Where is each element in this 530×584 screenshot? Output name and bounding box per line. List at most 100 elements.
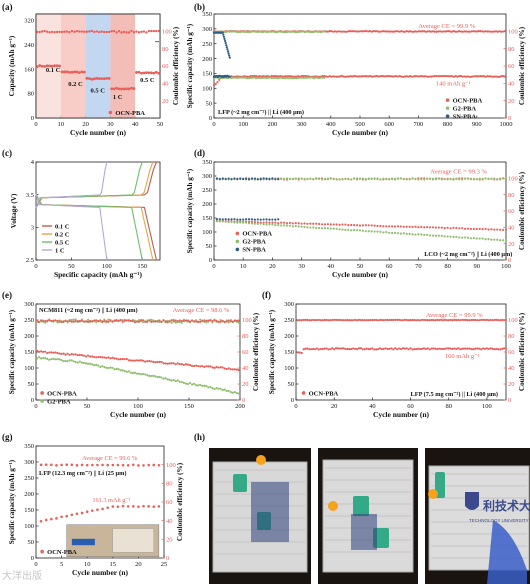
ce-point: [504, 177, 508, 180]
data-point: [184, 382, 188, 385]
ce-point: [223, 30, 226, 34]
data-point: [307, 76, 310, 79]
ce-point: [125, 31, 128, 34]
data-point: [275, 77, 279, 80]
ce-point: [150, 320, 153, 323]
ce-point: [85, 463, 89, 467]
x-tick-label: 30: [298, 263, 305, 270]
data-point: [330, 75, 333, 78]
data-point: [375, 74, 379, 78]
data-point: [211, 366, 214, 369]
legend-label: OCN-PBA: [309, 390, 339, 397]
ce-point: [428, 30, 431, 33]
data-point: [95, 356, 98, 359]
data-point: [446, 235, 449, 238]
data-point: [393, 225, 397, 228]
data-point: [35, 357, 39, 360]
chart-g: 0 5 10 15 20 25050100150200250300350020406080…: [8, 443, 184, 577]
ce-point: [336, 318, 340, 322]
y2-tick-label: 0: [508, 397, 511, 404]
data-point: [256, 221, 259, 224]
data-point: [112, 87, 116, 91]
data-point: [452, 235, 455, 239]
ce-point: [219, 320, 222, 323]
data-point: [440, 234, 443, 237]
ce-point: [232, 30, 235, 33]
data-point: [402, 75, 405, 78]
ce-point: [380, 318, 384, 322]
data-point: [326, 75, 329, 78]
data-point: [333, 348, 336, 351]
data-point: [472, 236, 475, 240]
y-tick-label: 250: [202, 41, 212, 48]
data-point: [350, 347, 353, 351]
ce-point: [353, 177, 356, 180]
data-point: [326, 223, 329, 226]
ce-point: [347, 30, 350, 33]
data-point: [384, 347, 387, 350]
data-point: [458, 74, 461, 78]
data-point: [215, 218, 219, 221]
x-tick-label: 20: [269, 263, 276, 270]
data-point: [391, 231, 394, 235]
data-point: [436, 347, 439, 351]
data-point: [256, 218, 259, 221]
data-point: [42, 357, 45, 360]
y-tick-label: 200: [202, 56, 212, 63]
data-point: [95, 363, 98, 366]
y-tick-label: 300: [24, 301, 34, 308]
data-point: [267, 75, 270, 78]
data-point: [168, 378, 171, 381]
ce-point: [224, 39, 227, 43]
data-point: [60, 515, 63, 519]
y2-tick-label: 80: [508, 192, 515, 199]
ce-point: [160, 320, 163, 323]
data-point: [58, 358, 61, 361]
ce-point: [85, 30, 89, 33]
ce-point: [498, 30, 501, 33]
data-point: [259, 222, 262, 225]
data-point: [333, 75, 336, 78]
data-point: [355, 224, 359, 227]
ce-point: [376, 178, 379, 181]
x-tick-label: 30: [107, 121, 114, 128]
ce-point: [101, 463, 104, 467]
rate-label: 0.5 C: [91, 87, 106, 94]
y2-tick-label: 20: [166, 537, 173, 544]
data-point: [88, 355, 92, 358]
inset-device: [71, 538, 95, 546]
data-point: [76, 354, 79, 357]
ce-point: [239, 177, 242, 180]
ce-point: [137, 31, 141, 34]
y-tick-label: 160: [24, 66, 34, 73]
data-point: [261, 74, 265, 78]
data-point: [135, 359, 139, 362]
ce-point: [178, 320, 181, 324]
data-point: [454, 74, 457, 78]
y-tick-label: 250: [202, 187, 212, 194]
ce-point: [86, 318, 90, 321]
data-point: [105, 366, 108, 369]
data-point: [493, 348, 496, 351]
ce-point: [237, 319, 241, 323]
data-point: [242, 76, 245, 79]
ce-point: [50, 319, 53, 323]
ce-point: [52, 319, 55, 322]
data-point: [395, 74, 398, 78]
data-point: [80, 353, 83, 357]
data-point: [113, 368, 116, 371]
ce-point: [490, 177, 493, 180]
ce-point: [313, 319, 317, 322]
data-point: [353, 74, 356, 78]
data-point: [78, 360, 81, 363]
ce-point: [449, 178, 452, 181]
data-point: [297, 75, 300, 78]
data-point: [468, 75, 471, 78]
ce-point: [123, 319, 126, 322]
data-point: [400, 75, 403, 78]
data-point: [282, 76, 286, 80]
legend-marker: [40, 399, 44, 403]
data-point: [449, 347, 452, 350]
legend-label: G2-PBA: [242, 239, 266, 246]
ce-point: [282, 30, 286, 34]
